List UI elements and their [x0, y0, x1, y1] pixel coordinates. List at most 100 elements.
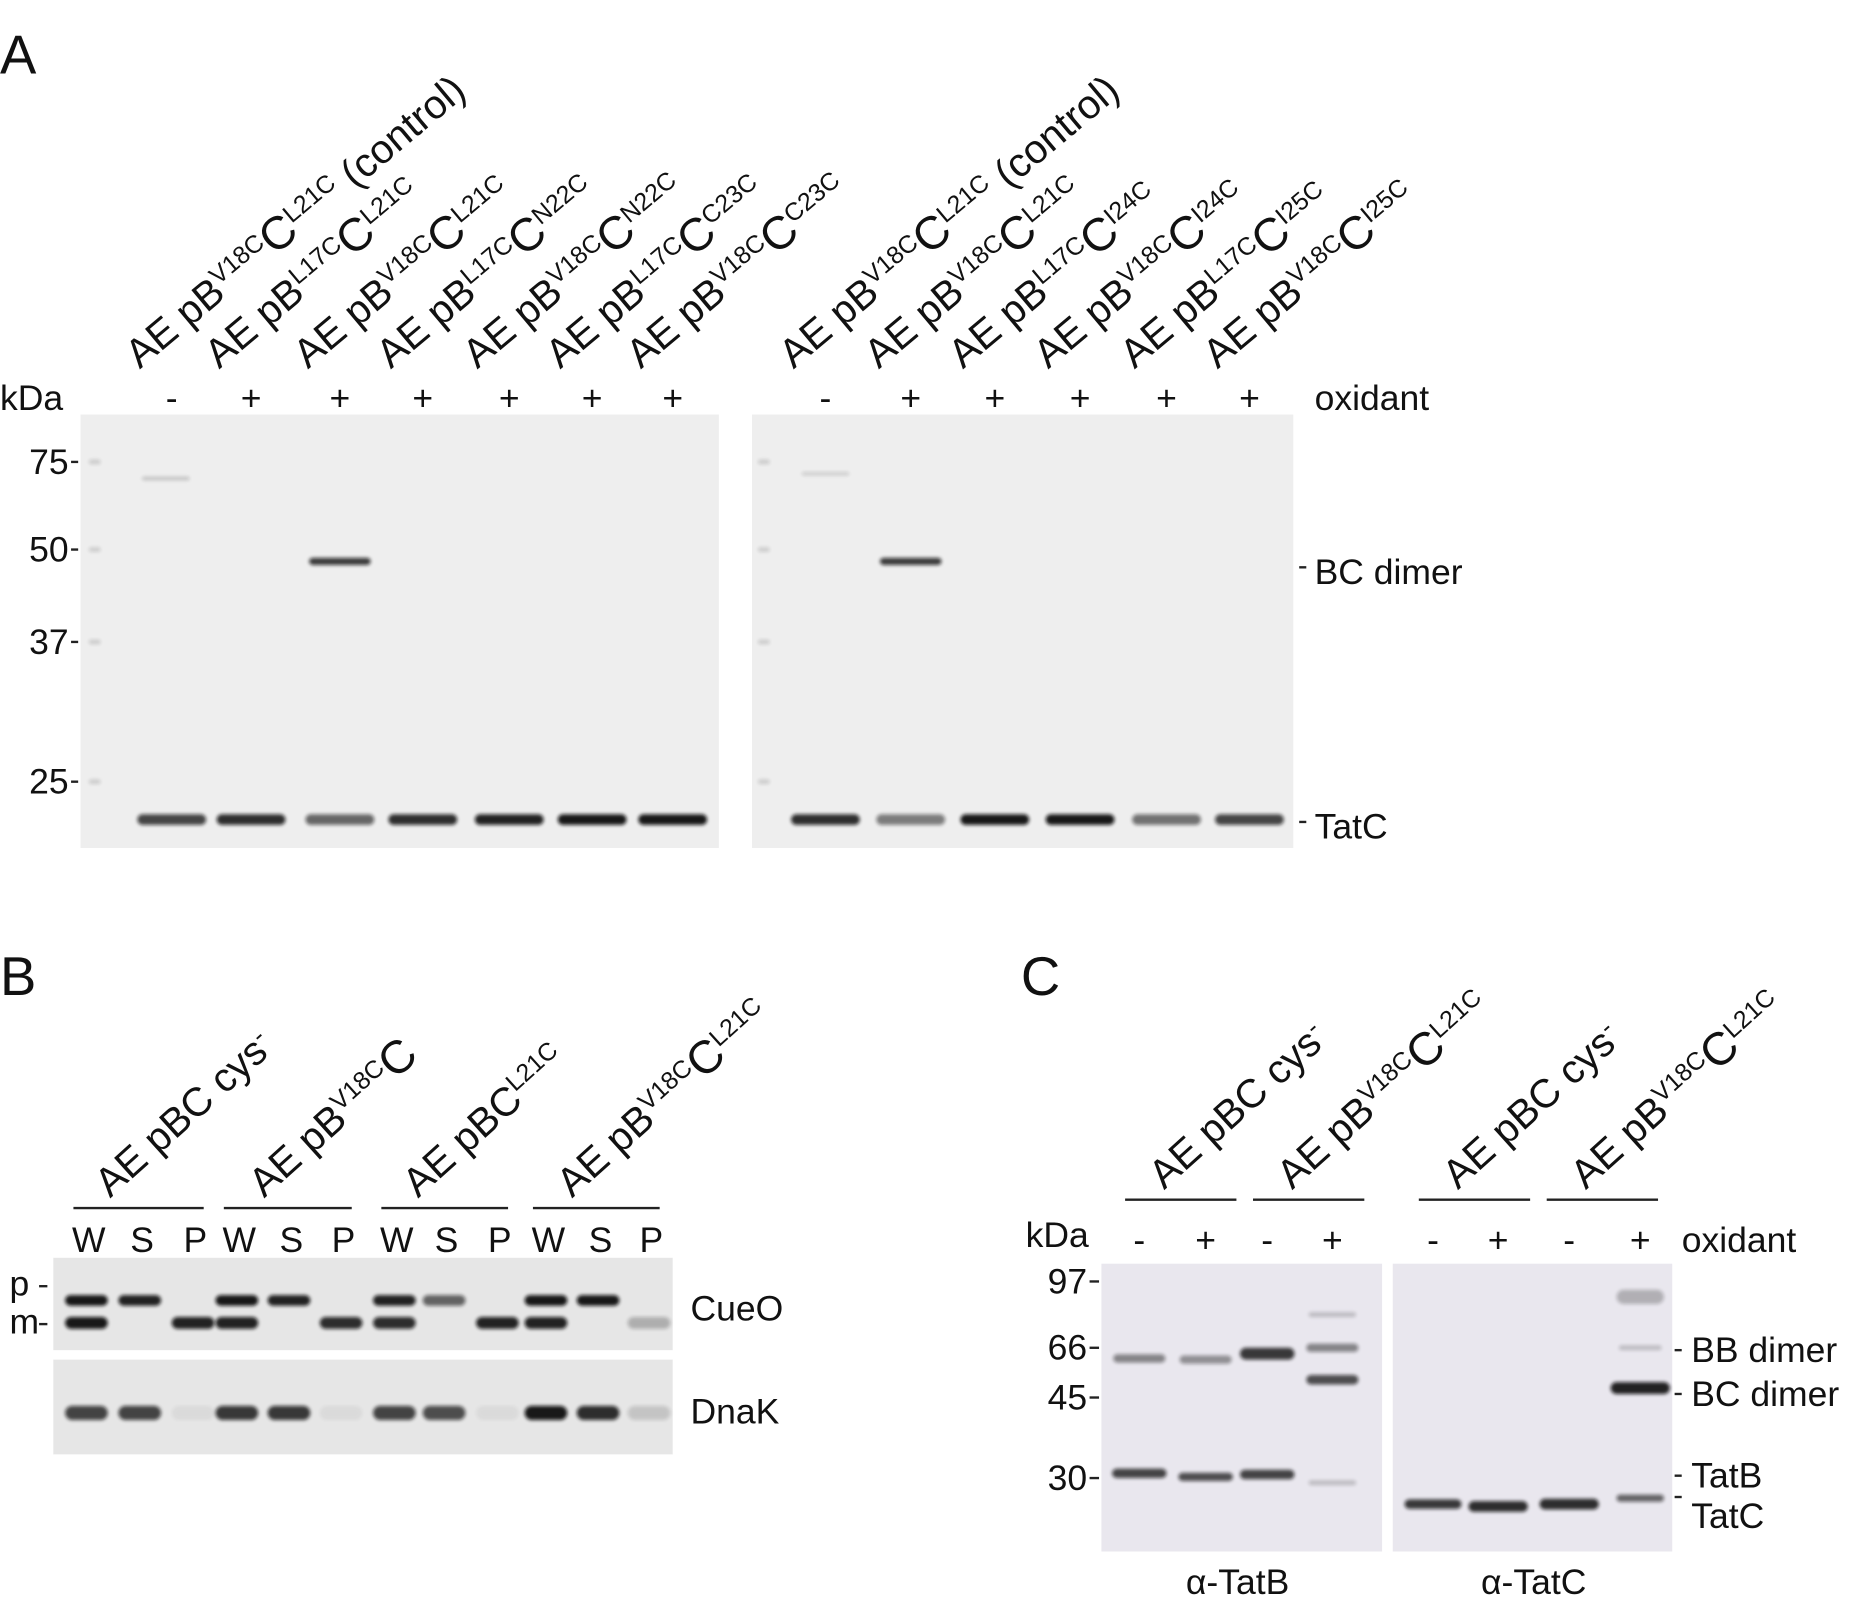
band — [1308, 1480, 1357, 1486]
marker-label: 97 — [1048, 1261, 1088, 1301]
band-label: TatB — [1691, 1456, 1762, 1496]
band — [627, 1316, 671, 1329]
band — [171, 1405, 215, 1421]
superscript: L21C — [446, 169, 510, 229]
oxidant-sign: + — [412, 378, 433, 418]
band — [876, 814, 946, 825]
band — [1308, 1312, 1357, 1317]
oxidant-sign: + — [1156, 378, 1177, 418]
oxidant-sign: + — [662, 378, 683, 418]
fraction-label: P — [184, 1220, 208, 1260]
fraction-label: W — [380, 1220, 414, 1260]
band — [309, 557, 371, 565]
band — [88, 639, 101, 645]
band — [422, 1295, 466, 1306]
band — [757, 547, 770, 552]
label-text: AE pBC — [394, 1076, 531, 1205]
superscript: L21C — [704, 991, 767, 1052]
band — [65, 1316, 108, 1329]
band — [557, 814, 627, 825]
band-label: BC dimer — [1691, 1374, 1839, 1414]
marker-label: 50 — [29, 529, 69, 569]
band — [960, 814, 1030, 825]
band — [576, 1405, 620, 1421]
band — [305, 814, 375, 825]
superscript: L21C — [1424, 983, 1487, 1044]
antibody-label: α-TatC — [1481, 1562, 1586, 1602]
oxidant-sign: + — [582, 378, 603, 418]
band-label: BB dimer — [1691, 1330, 1837, 1370]
band — [373, 1295, 416, 1306]
oxidant-sign: - — [1563, 1220, 1575, 1260]
label-text: AE pB — [770, 269, 886, 377]
band — [215, 1316, 259, 1329]
band — [801, 471, 850, 476]
oxidant-sign: - — [1427, 1220, 1439, 1260]
fraction-label: S — [130, 1220, 154, 1260]
band — [1239, 1347, 1295, 1360]
band — [757, 779, 770, 785]
band — [171, 1316, 215, 1329]
band — [627, 1405, 671, 1421]
band — [1132, 814, 1201, 825]
fraction-label: S — [435, 1220, 459, 1260]
band — [215, 1295, 259, 1306]
oxidant-sign: + — [1322, 1220, 1343, 1260]
marker-label: 37 — [29, 622, 69, 662]
oxidant-sign: + — [1070, 378, 1091, 418]
band — [88, 459, 101, 465]
fraction-label: W — [72, 1220, 106, 1260]
blot-label: CueO — [690, 1289, 783, 1329]
fraction-label: S — [279, 1220, 303, 1260]
band — [791, 814, 860, 825]
marker-label: 25 — [29, 762, 69, 802]
band — [118, 1405, 162, 1421]
band-label: BC dimer — [1315, 552, 1463, 592]
marker-label: 75 — [29, 442, 69, 482]
superscript: L21C — [500, 1036, 563, 1097]
band — [1539, 1498, 1599, 1510]
oxidant-sign: - — [166, 378, 178, 418]
band — [1610, 1382, 1670, 1394]
oxidant-sign: + — [499, 378, 520, 418]
band — [319, 1316, 363, 1329]
band — [216, 814, 286, 825]
superscript: N22C — [615, 166, 682, 228]
band — [1404, 1499, 1462, 1509]
band — [215, 1405, 259, 1421]
band — [1306, 1343, 1359, 1352]
fraction-label: S — [589, 1220, 613, 1260]
label-text: AE pB — [548, 1095, 663, 1205]
gel — [80, 414, 719, 849]
band — [88, 547, 101, 552]
oxidant-sign: + — [241, 378, 262, 418]
band — [879, 557, 942, 565]
oxidant-sign: + — [1195, 1220, 1216, 1260]
band — [1112, 1468, 1167, 1479]
oxidant-label: oxidant — [1315, 378, 1430, 418]
oxidant-label: oxidant — [1682, 1220, 1797, 1260]
unit-label: kDa — [1026, 1215, 1089, 1255]
lane-label: AE pBV18CCL21C — [544, 987, 779, 1206]
fraction-label: W — [532, 1220, 566, 1260]
band — [1306, 1375, 1359, 1385]
band — [1113, 1354, 1166, 1363]
band — [757, 639, 770, 645]
band — [65, 1405, 108, 1421]
gel — [752, 414, 1294, 849]
fraction-label: P — [488, 1220, 512, 1260]
band — [373, 1316, 416, 1329]
superscript: N22C — [526, 168, 593, 230]
band-label: TatC — [1691, 1496, 1764, 1536]
unit-label: kDa — [0, 378, 63, 418]
oxidant-sign: - — [1133, 1220, 1145, 1260]
band — [373, 1405, 416, 1421]
label-text: AE pB — [1562, 1087, 1677, 1197]
marker-label: 66 — [1048, 1328, 1088, 1368]
antibody-label: α-TatB — [1186, 1562, 1289, 1602]
band — [1239, 1469, 1295, 1480]
oxidant-sign: + — [1488, 1220, 1509, 1260]
band — [267, 1405, 311, 1421]
blot — [1101, 1263, 1383, 1552]
